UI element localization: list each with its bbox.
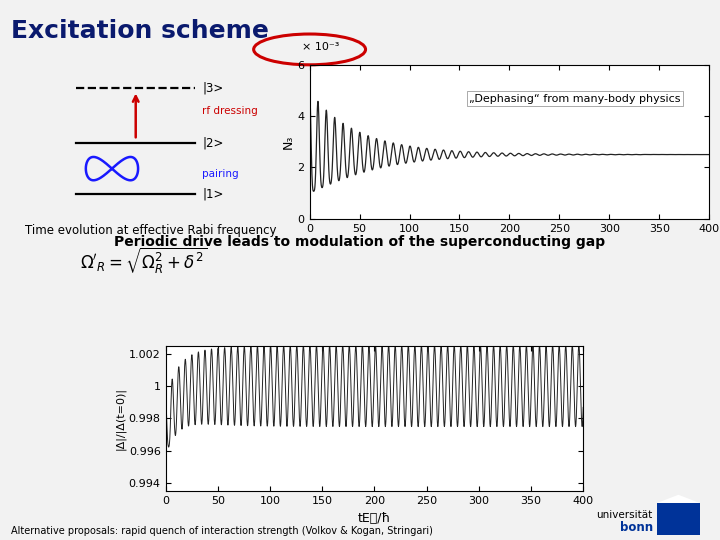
- Text: × 10⁻³: × 10⁻³: [302, 43, 339, 52]
- Text: |3>: |3>: [202, 81, 223, 94]
- Polygon shape: [657, 495, 700, 503]
- X-axis label: tE₟/ħ: tE₟/ħ: [358, 512, 391, 525]
- Text: universität: universität: [596, 510, 653, 520]
- Text: Periodic drive leads to modulation of the superconducting gap: Periodic drive leads to modulation of th…: [114, 235, 606, 249]
- Text: Excitation scheme: Excitation scheme: [11, 19, 269, 43]
- Text: bonn: bonn: [619, 521, 653, 534]
- Text: pairing: pairing: [202, 170, 239, 179]
- Text: Alternative proposals: rapid quench of interaction strength (Volkov & Kogan, Str: Alternative proposals: rapid quench of i…: [11, 525, 433, 536]
- Text: rf dressing: rf dressing: [202, 106, 258, 116]
- Text: |1>: |1>: [202, 187, 224, 201]
- Text: Time evolution at effective Rabi frequency: Time evolution at effective Rabi frequen…: [25, 224, 276, 237]
- Y-axis label: N₃: N₃: [282, 134, 294, 149]
- Y-axis label: |Δ|/|Δ(t=0)|: |Δ|/|Δ(t=0)|: [115, 387, 126, 450]
- Text: $\Omega'_R = \sqrt{\Omega_R^2 + \delta^2}$: $\Omega'_R = \sqrt{\Omega_R^2 + \delta^2…: [81, 245, 207, 276]
- Text: „Dephasing“ from many-body physics: „Dephasing“ from many-body physics: [469, 93, 681, 104]
- Bar: [657, 503, 700, 535]
- Text: |2>: |2>: [202, 137, 224, 150]
